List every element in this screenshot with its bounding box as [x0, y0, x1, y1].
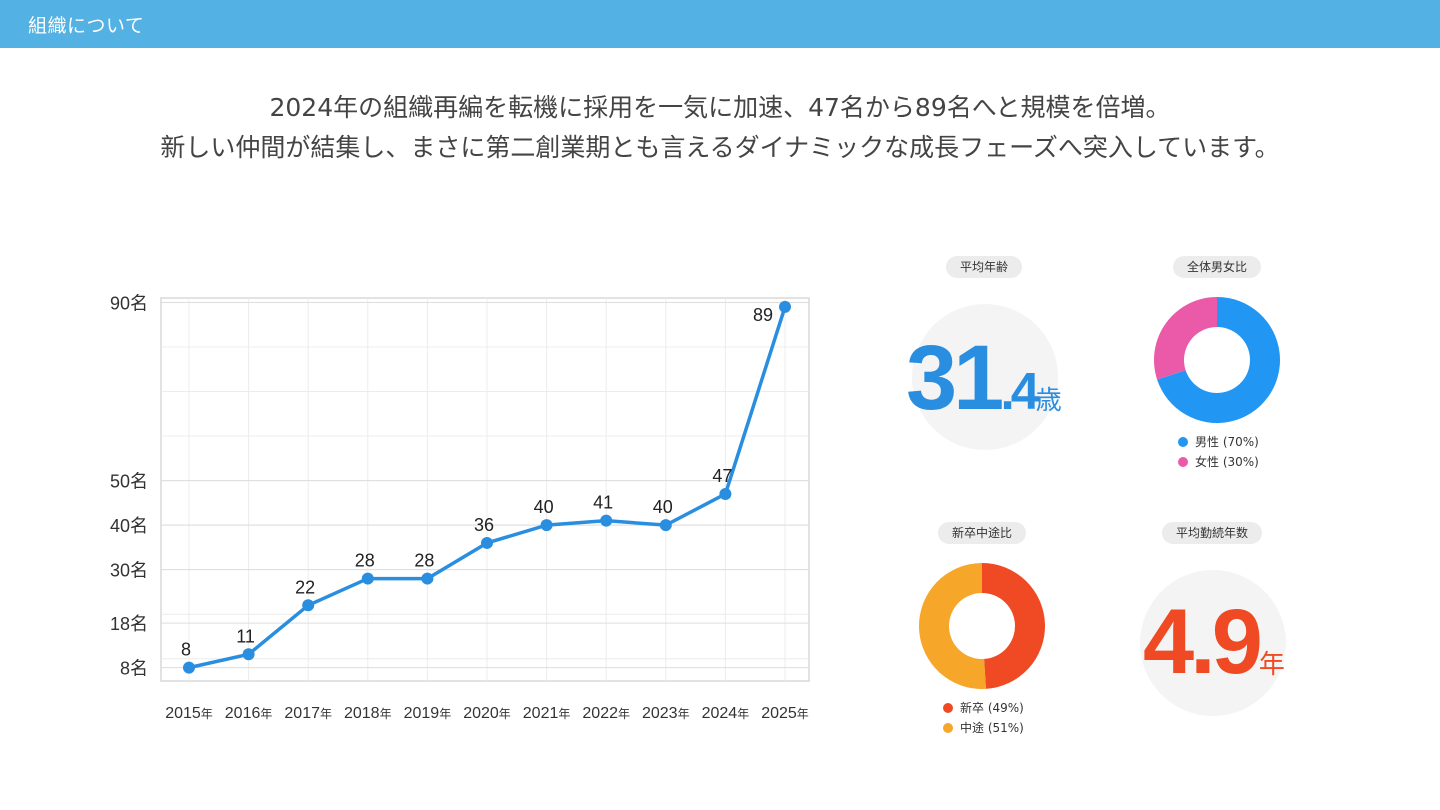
data-label: 11 [236, 626, 255, 646]
male-dot-icon [1178, 437, 1188, 447]
avg-tenure-num: 4.9 [1143, 591, 1263, 693]
data-label: 28 [355, 551, 375, 571]
y-tick-label: 30名 [110, 561, 148, 581]
avg-age-unit: 歳 [1035, 385, 1062, 415]
data-label: 28 [414, 551, 434, 571]
hire-ratio-label: 新卒中途比 [937, 522, 1027, 544]
x-tick-label: 2016年 [225, 705, 273, 722]
data-label: 47 [712, 466, 732, 486]
avg-tenure-unit: 年 [1258, 649, 1285, 679]
hire-legend: 新卒 (49%) 中途 (51%) [943, 698, 1024, 738]
data-point [600, 514, 613, 527]
data-point [659, 519, 672, 532]
x-tick-label: 2019年 [404, 705, 452, 722]
female-dot-icon [1178, 457, 1188, 467]
x-tick-label: 2018年 [344, 705, 392, 722]
page-title: 組織について [28, 15, 145, 37]
hire-donut-chart [918, 563, 1045, 689]
avg-age-dec: .4 [1000, 363, 1039, 421]
data-point [719, 487, 732, 500]
lead-line-2: 新しい仲間が結集し、まさに第二創業期とも言えるダイナミックな成長フェーズへ突入し… [160, 133, 1280, 162]
x-tick-label: 2020年 [463, 705, 511, 722]
y-tick-label: 18名 [110, 614, 148, 634]
data-point [540, 519, 553, 532]
mid-career-dot-icon [943, 723, 953, 733]
legend-label-female: 女性 (30%) [1195, 455, 1259, 469]
avg-age-circle [912, 304, 1058, 450]
data-label: 40 [653, 497, 673, 517]
legend-item-female: 女性 (30%) [1178, 452, 1259, 472]
avg-age-label: 平均年齢 [945, 256, 1023, 278]
data-point [183, 661, 195, 674]
legend-label-mid-career: 中途 (51%) [960, 721, 1024, 735]
donut-segment [1157, 297, 1280, 423]
avg-tenure-circle [1140, 570, 1286, 716]
legend-label-new-grad: 新卒 (49%) [960, 701, 1024, 715]
y-tick-label: 8名 [120, 659, 148, 679]
gender-ratio-label: 全体男女比 [1172, 256, 1262, 278]
data-point [779, 300, 791, 313]
lead-line-1: 2024年の組織再編を転機に採用を一気に加速、47名から89名へと規模を倍増。 [269, 93, 1171, 122]
data-point [242, 648, 255, 661]
data-point [302, 599, 315, 612]
data-label: 89 [753, 305, 773, 325]
new-grad-dot-icon [943, 703, 953, 713]
headcount-line-chart: 8名 18名 30名 40名 50名 90名 2015年 2016年 2017年 2018年 201… [110, 293, 810, 722]
x-tick-label: 2024年 [702, 705, 750, 722]
x-tick-label: 2023年 [642, 705, 690, 722]
x-tick-label: 2021年 [523, 705, 571, 722]
plot-area [160, 297, 810, 682]
avg-age-value: 31.4歳 [906, 326, 1062, 431]
gender-donut-chart [1154, 297, 1280, 423]
donut-segment [1154, 297, 1217, 380]
data-point [361, 572, 374, 585]
x-tick-label: 2022年 [582, 705, 630, 722]
avg-age-int: 31 [906, 327, 1004, 429]
legend-item-male: 男性 (70%) [1178, 432, 1259, 452]
data-label: 22 [295, 577, 315, 597]
data-label: 41 [593, 493, 613, 513]
y-tick-label: 50名 [110, 472, 148, 492]
avg-tenure-value: 4.9年 [1143, 590, 1285, 695]
x-tick-label: 2025年 [761, 705, 809, 722]
data-label: 40 [534, 497, 554, 517]
data-point [421, 572, 434, 585]
data-label: 36 [474, 515, 494, 535]
legend-label-male: 男性 (70%) [1195, 435, 1259, 449]
legend-item-new-grad: 新卒 (49%) [943, 698, 1024, 718]
avg-tenure-label: 平均勤続年数 [1161, 522, 1263, 544]
donut-segment [918, 563, 986, 689]
x-tick-label: 2015年 [165, 705, 213, 722]
y-tick-label: 40名 [110, 516, 148, 536]
data-label: 8 [181, 640, 191, 660]
y-tick-label: 90名 [110, 293, 148, 313]
header-bar: 組織について [0, 0, 1440, 48]
gender-legend: 男性 (70%) 女性 (30%) [1178, 432, 1259, 472]
donut-segment [982, 563, 1045, 689]
data-point [481, 536, 493, 549]
x-tick-label: 2017年 [284, 705, 332, 722]
lead-text: 2024年の組織再編を転機に採用を一気に加速、47名から89名へと規模を倍増。 … [0, 88, 1440, 168]
legend-item-mid-career: 中途 (51%) [943, 718, 1024, 738]
